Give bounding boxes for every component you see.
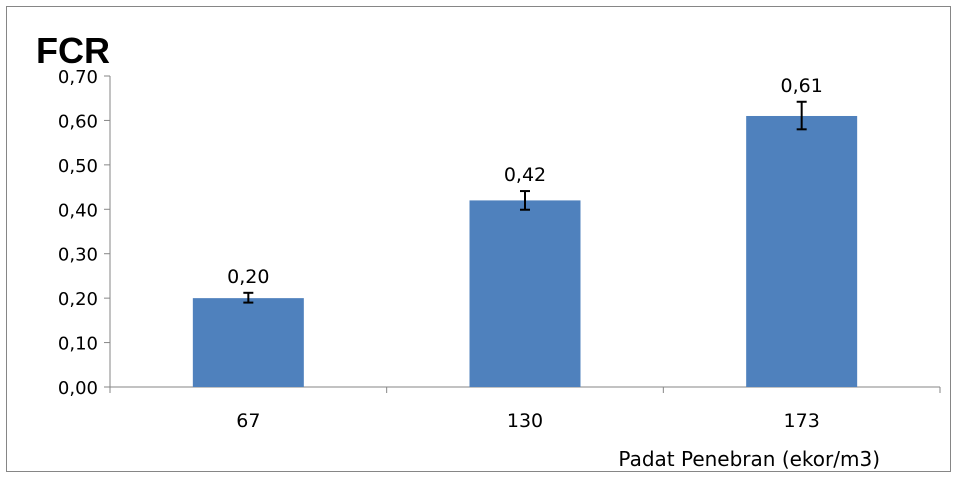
bars: 0,20 0,42 0,61 — [192, 75, 858, 387]
error-bar-130 — [520, 190, 530, 211]
y-tick-label: 0,40 — [58, 200, 98, 221]
y-tick-label: 0,30 — [58, 245, 98, 266]
y-tick-label: 0,00 — [58, 378, 98, 399]
y-tick-label: 0,20 — [58, 289, 98, 310]
bar-67 — [192, 298, 304, 387]
x-axis-title: Padat Penebran (ekor/m3) — [618, 447, 880, 471]
bar-173 — [746, 115, 858, 387]
y-tick-label: 0,10 — [58, 334, 98, 355]
y-tick-label: 0,60 — [58, 111, 98, 132]
data-label-130: 0,42 — [504, 164, 546, 186]
error-bar-67 — [243, 291, 254, 304]
x-tick-label-173: 173 — [784, 410, 820, 432]
error-bar-173 — [796, 100, 807, 131]
data-label-67: 0,20 — [227, 266, 269, 288]
x-tick-label-67: 67 — [236, 410, 260, 432]
y-tick-label: 0,50 — [58, 156, 98, 177]
x-tick-label-130: 130 — [507, 410, 543, 432]
y-tick-label: 0,70 — [58, 67, 98, 88]
data-label-173: 0,61 — [781, 75, 823, 97]
bar-130 — [469, 200, 581, 387]
chart-title: FCR — [36, 30, 110, 71]
